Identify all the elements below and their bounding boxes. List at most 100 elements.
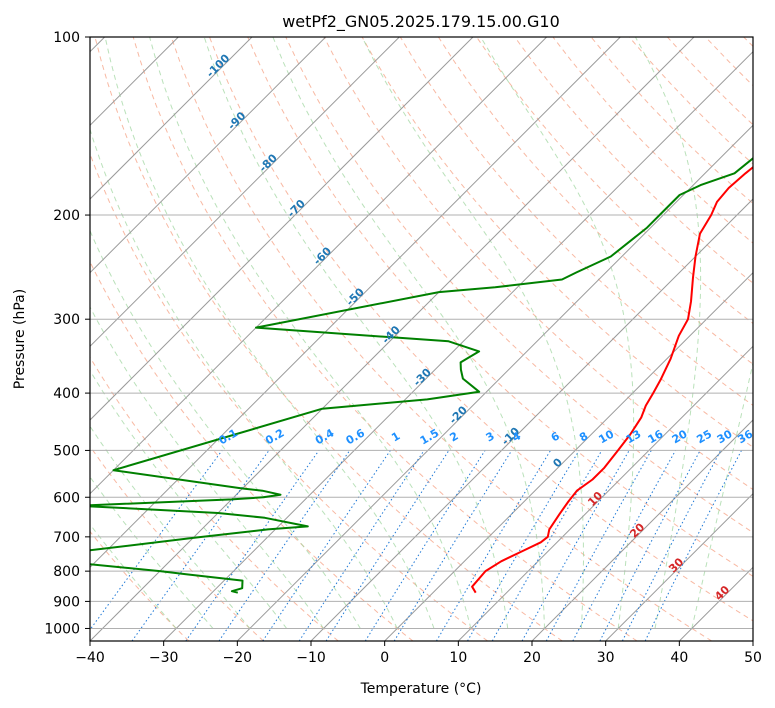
dry-adiabat-line	[94, 37, 563, 641]
mixing-ratio-label: 1	[389, 429, 402, 444]
x-tick-label: −10	[296, 650, 326, 666]
y-tick-label: 700	[53, 530, 80, 546]
y-tick-label: 400	[53, 386, 80, 402]
isotherm-label: -40	[380, 323, 403, 346]
dry-adiabat-line	[132, 37, 638, 641]
mixing-ratio-label: 0.1	[216, 426, 239, 447]
mixing-ratio-line	[644, 450, 742, 641]
mixing-ratio-line	[364, 450, 486, 641]
y-tick-label: 800	[53, 564, 80, 580]
moist-adiabat-line	[90, 127, 398, 629]
dry-adiabat-line	[247, 37, 753, 577]
isotherm-label: -70	[285, 197, 308, 220]
mixing-ratio-line	[185, 450, 320, 641]
x-tick-label: −30	[149, 650, 179, 666]
x-axis-label: Temperature (°C)	[360, 681, 482, 697]
mixing-ratio-label: 3	[484, 429, 497, 444]
mixing-ratio-line	[572, 450, 676, 641]
dewpoint-profile-line	[90, 157, 753, 594]
isotherm-label: 20	[627, 520, 647, 540]
dry-adiabat-line	[90, 445, 264, 641]
moist-adiabat-line	[203, 37, 509, 629]
dry-adiabat-line	[90, 152, 488, 641]
y-tick-label: 500	[53, 443, 80, 459]
moist-adiabat-line	[480, 37, 635, 629]
dry-adiabat-line	[705, 37, 753, 87]
moist-adiabat-line	[90, 369, 288, 629]
isotherm-line	[236, 124, 753, 641]
mixing-ratio-line	[262, 450, 391, 641]
y-axis-label: Pressure (hPa)	[12, 289, 28, 389]
chart-title: wetPf2_GN05.2025.179.15.00.G10	[282, 12, 560, 32]
isotherm-label: -60	[311, 244, 334, 267]
moist-adiabat-line	[90, 425, 251, 629]
dry-adiabat-line	[476, 37, 753, 325]
dry-adiabat-line	[743, 37, 753, 48]
isotherm-line	[384, 271, 753, 641]
moist-adiabat-line	[104, 37, 435, 629]
moist-adiabat-line	[90, 523, 177, 629]
moist-adiabat-line	[90, 305, 324, 629]
dry-adiabat-line	[590, 37, 753, 205]
isotherm-line	[310, 198, 753, 641]
mixing-ratio-label: 10	[596, 427, 616, 446]
y-tick-label: 600	[53, 490, 80, 506]
mixing-ratio-line	[521, 450, 630, 641]
isotherm-line	[90, 37, 474, 421]
isotherm-label: -80	[257, 151, 280, 174]
mixing-ratio-line	[218, 450, 351, 641]
x-tick-label: 30	[597, 650, 615, 666]
mixing-ratio-label: 0.2	[263, 426, 286, 447]
isotherm-label: -90	[225, 109, 248, 132]
mixing-ratio-label: 0.6	[344, 426, 368, 447]
isotherm-line	[90, 37, 695, 641]
mixing-ratio-line	[393, 450, 513, 641]
dry-adiabat-line	[552, 37, 753, 244]
mixing-ratio-line	[131, 450, 270, 641]
isotherm-label: 10	[585, 489, 605, 509]
mixing-ratio-line	[621, 450, 722, 641]
isotherm-line	[90, 37, 327, 274]
mixing-ratio-line	[325, 450, 450, 641]
dry-adiabat-line	[90, 530, 190, 641]
isotherm-line	[605, 492, 753, 641]
plot-frame	[89, 36, 754, 642]
isotherm-line	[163, 50, 753, 641]
isotherm-line	[457, 345, 753, 641]
mixing-ratio-label: 20	[670, 427, 690, 446]
y-tick-label: 200	[53, 208, 80, 224]
y-tick-label: 300	[53, 312, 80, 328]
mixing-ratio-line	[467, 450, 580, 641]
moist-adiabat-line	[90, 229, 361, 629]
dry-adiabat-line	[667, 37, 753, 126]
x-tick-label: 10	[449, 650, 467, 666]
isotherm-line	[90, 37, 400, 348]
mixing-ratio-label: 30	[715, 427, 735, 446]
x-tick-label: 50	[744, 650, 762, 666]
mixing-ratio-line	[599, 450, 701, 641]
dry-adiabat-line	[90, 260, 414, 641]
mixing-ratio-line	[298, 450, 425, 641]
dry-adiabat-line	[90, 356, 339, 641]
moist-adiabat-line	[272, 37, 545, 629]
mixing-ratio-label: 0.4	[313, 426, 337, 447]
dry-adiabat-line	[170, 37, 712, 641]
isotherm-line	[752, 640, 753, 641]
x-tick-label: −40	[75, 650, 105, 666]
moist-adiabat-line	[90, 476, 214, 629]
y-tick-label: 1000	[44, 621, 80, 637]
dry-adiabat-line	[437, 37, 753, 365]
dry-adiabat-line	[514, 37, 753, 284]
mixing-ratio-label: 13	[624, 427, 644, 446]
dry-adiabat-line	[209, 37, 753, 622]
y-tick-label: 100	[53, 30, 80, 46]
mixing-ratio-label: 16	[646, 427, 666, 446]
isotherm-label: -30	[411, 366, 434, 389]
x-tick-label: 0	[380, 650, 389, 666]
mixing-ratio-label: 25	[694, 427, 714, 446]
mixing-ratio-line	[90, 450, 223, 631]
x-tick-label: 40	[670, 650, 688, 666]
isotherm-line	[531, 419, 753, 641]
